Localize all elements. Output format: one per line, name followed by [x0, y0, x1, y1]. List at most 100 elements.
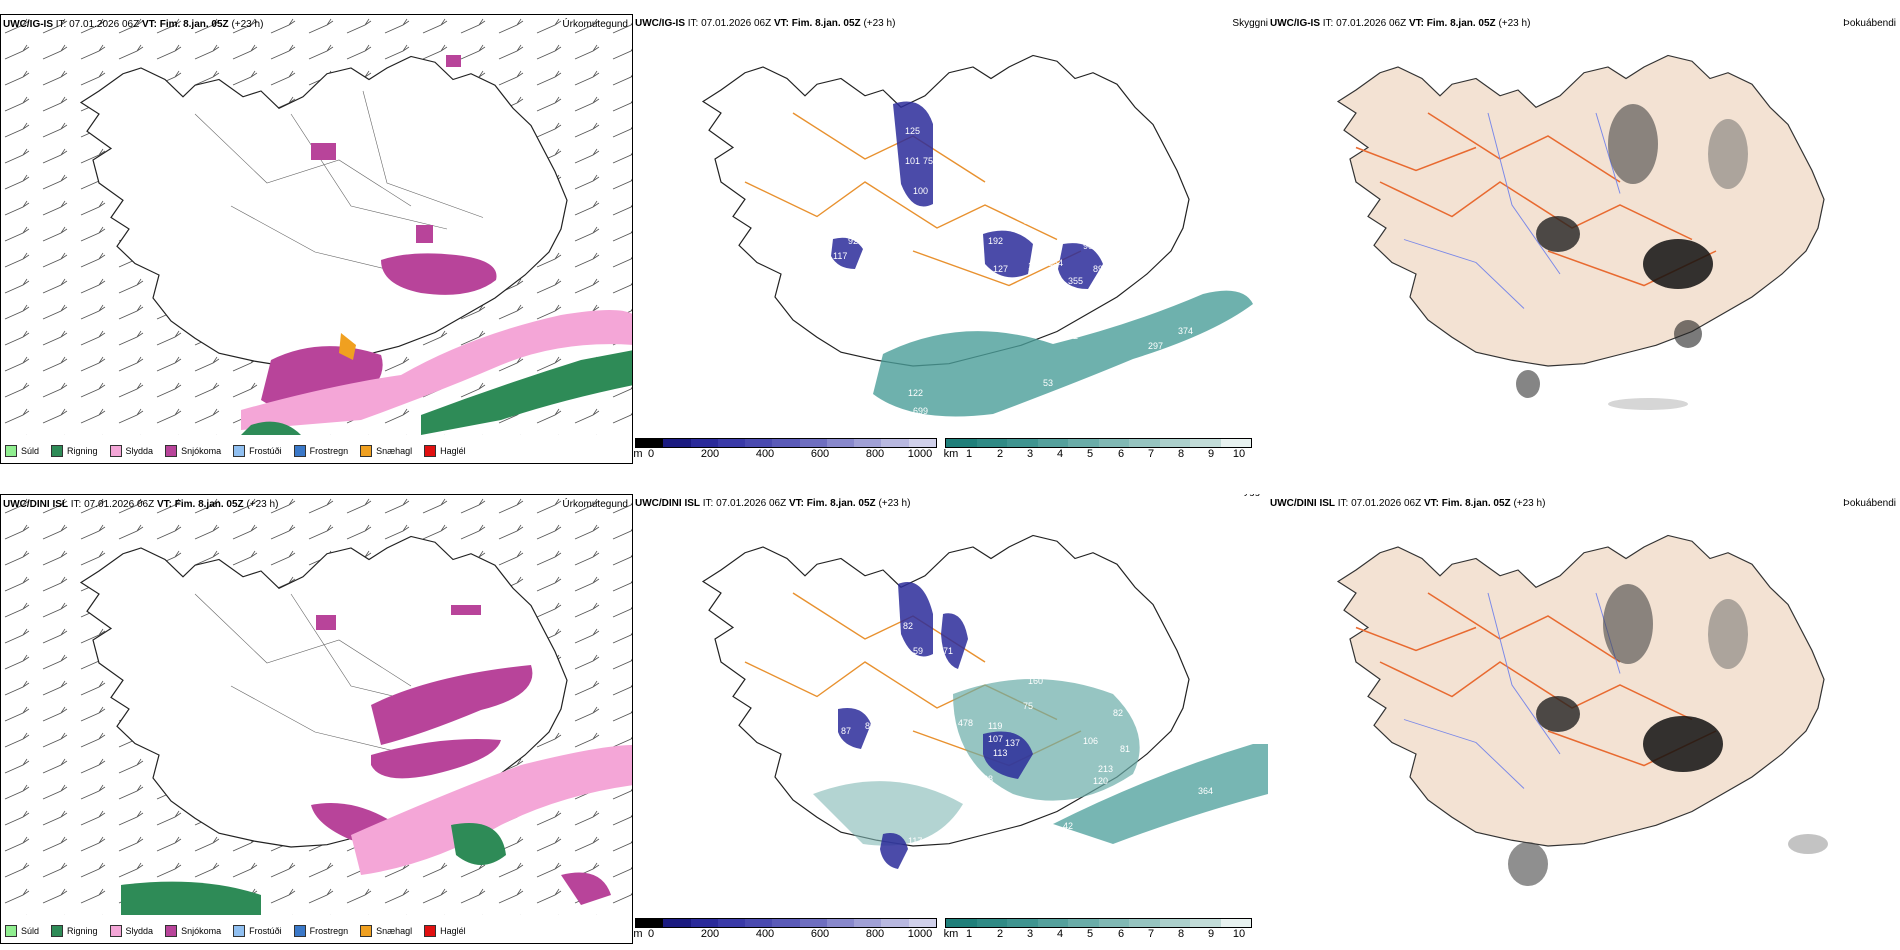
cloud-label: 106: [1083, 736, 1098, 746]
legend-swatch: [165, 925, 178, 937]
colorbar-unit: km: [943, 928, 959, 940]
colorbar-boxes: [945, 918, 1252, 928]
colorbar-tick: 0: [647, 448, 655, 460]
cloud-map: 125 101 75 90 100 300 92 117 457 192 140…: [702, 54, 1253, 430]
cloud-label: 71: [943, 646, 953, 656]
cloudbase-colorbar-row1: m 0 200 400 600 800 1000: [633, 438, 937, 462]
legend-item: Snæhagl: [360, 925, 412, 937]
cloud-label: 364: [1048, 258, 1063, 268]
cloud-label: 90: [1083, 241, 1093, 251]
colorbar-tick: 0: [647, 928, 655, 940]
cloud-label: 100: [1113, 876, 1128, 886]
colorbar-tick: 3: [1026, 928, 1034, 940]
colorbar-tick: 1: [965, 928, 973, 940]
panel-title: Úrkomutegund: [562, 499, 628, 510]
colorbar-tick: 1000: [907, 928, 933, 940]
colorbar-unit: m: [633, 448, 643, 460]
cloud-label: 192: [988, 236, 1003, 246]
fog-patch: [1608, 398, 1688, 410]
panel-title: Þokuábendi: [1843, 498, 1896, 509]
fog-patch: [1643, 239, 1713, 289]
cloud-label: 104: [1028, 261, 1043, 271]
cloud-label: 87: [841, 726, 851, 736]
legend-swatch: [360, 925, 373, 937]
legend-swatch: [293, 925, 306, 937]
cloud-label: 10: [1143, 251, 1153, 261]
legend-swatch: [5, 445, 17, 457]
colorbar-tick: 5: [1086, 928, 1094, 940]
cloud-label: 100: [913, 186, 928, 196]
fog-panel-row1: UWC/IG-IS IT: 07.01.2026 06Z VT: Fim. 8.…: [1268, 14, 1900, 464]
cloud-label: 127: [993, 264, 1008, 274]
cloud-panel-row2: UWC/DINI ISL IT: 07.01.2026 06Z VT: Fim.…: [633, 494, 1268, 944]
colorbar-tick: 600: [810, 928, 830, 940]
fog-patch: [1608, 104, 1658, 184]
legend-item: Frostúði: [233, 925, 282, 937]
fog-patch: [1643, 716, 1723, 772]
colorbar-tick: 5: [1086, 448, 1094, 460]
cloud-label: 107: [988, 734, 1003, 744]
cloud-map: 82 70 59 71 160 31 478 87 80 75 82 119 1…: [702, 534, 1268, 911]
cloud-label: 478: [958, 718, 973, 728]
fog-patch: [1708, 119, 1748, 189]
cloud-label: 297: [1148, 341, 1163, 351]
colorbar-tick: 400: [755, 928, 775, 940]
fog-patch: [1536, 216, 1580, 252]
cloud-label: 213: [1098, 764, 1113, 774]
cloud-label: 364: [1198, 786, 1213, 796]
colorbar-unit: m: [633, 928, 643, 940]
colorbar-tick: 800: [865, 448, 885, 460]
fog-patch: [1674, 320, 1702, 348]
panel-header: UWC/DINI ISL IT: 07.01.2026 06Z VT: Fim.…: [3, 499, 279, 510]
legend-item: Rigning: [51, 925, 98, 937]
panel-header: UWC/DINI ISL IT: 07.01.2026 06Z VT: Fim.…: [1270, 498, 1546, 509]
fog-patch: [1788, 834, 1828, 854]
colorbar-tick: 10: [1232, 928, 1246, 940]
cloud-label: 82: [1113, 708, 1123, 718]
colorbar-tick: 1: [965, 448, 973, 460]
fog-patch: [1603, 584, 1653, 664]
colorbar-tick: 7: [1147, 928, 1155, 940]
cloud-label: 75: [1023, 701, 1033, 711]
panel-header: UWC/IG-IS IT: 07.01.2026 06Z VT: Fim. 8.…: [1270, 18, 1531, 29]
precip-panel-row1: UWC/IG-IS IT: 07.01.2026 06Z VT: Fim. 8.…: [0, 14, 633, 464]
panel-title: Skyggni: [1232, 18, 1268, 29]
legend-item: Snæhagl: [360, 445, 412, 457]
cloud-label: 81: [1120, 744, 1130, 754]
colorbar-boxes: [635, 918, 937, 928]
cloud-label: 101: [905, 156, 920, 166]
fog-patch: [1708, 599, 1748, 669]
precip-panel-row2: UWC/DINI ISL IT: 07.01.2026 06Z VT: Fim.…: [0, 494, 633, 944]
colorbar-tick: 9: [1207, 928, 1215, 940]
legend-item: Snjókoma: [165, 445, 221, 457]
colorbar-tick: 7: [1147, 448, 1155, 460]
cloud-label: 90: [933, 171, 943, 181]
fog-map: [1337, 54, 1825, 410]
cloudbase-colorbar-row2: m 0 200 400 600 800 1000: [633, 918, 937, 942]
colorbar-boxes: [945, 438, 1252, 448]
legend-item: Súld: [5, 925, 39, 937]
colorbar-tick: 6: [1117, 448, 1125, 460]
colorbar-tick: 2: [996, 928, 1004, 940]
colorbar-tick: 2: [996, 448, 1004, 460]
visibility-colorbar-row2: km 1 2 3 4 5 6 7 8 9 10: [943, 918, 1252, 942]
cloud-label: 142: [1063, 331, 1078, 341]
panel-title: Þokuábendi: [1843, 18, 1896, 29]
legend-item: Haglél: [424, 445, 466, 457]
fog-patch: [1536, 696, 1580, 732]
legend-swatch: [51, 445, 64, 457]
colorbar-tick: 200: [700, 448, 720, 460]
colorbar-tick: 8: [1177, 928, 1185, 940]
cloud-label: 42: [1063, 821, 1073, 831]
cloud-label: 31: [1173, 671, 1183, 681]
cloud-panel-row1: UWC/IG-IS IT: 07.01.2026 06Z VT: Fim. 8.…: [633, 14, 1268, 464]
visibility-colorbar-row1: km 1 2 3 4 5 6 7 8 9 10: [944, 438, 1252, 462]
cloud-label: 998: [918, 420, 933, 430]
legend-item: Haglél: [424, 925, 466, 937]
legend-item: Slydda: [109, 445, 153, 457]
colorbar-tick: 600: [810, 448, 830, 460]
cloud-label: 75: [1023, 216, 1033, 226]
legend-item: Slydda: [109, 925, 153, 937]
legend-item: Frostregn: [293, 925, 348, 937]
legend-item: Súld: [5, 445, 39, 457]
